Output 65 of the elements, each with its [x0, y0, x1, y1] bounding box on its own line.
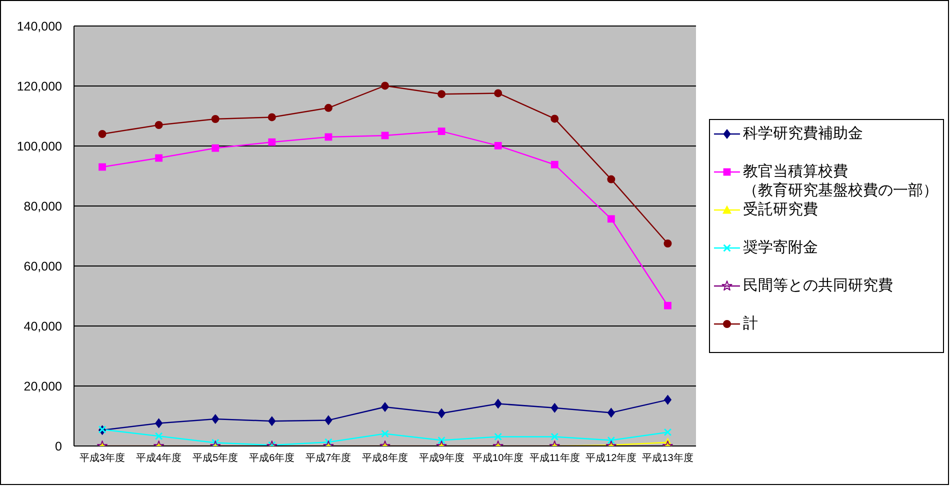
point: [664, 395, 672, 404]
x-tick-label: 平成7年度: [306, 452, 352, 464]
point: [155, 154, 163, 162]
y-tick-label: 140,000: [16, 19, 62, 34]
point: [212, 414, 220, 424]
x-tick-label: 平成3年度: [79, 452, 126, 464]
y-tick-label: 20,000: [24, 379, 62, 394]
point: [212, 144, 220, 152]
point: [607, 408, 615, 418]
y-tick-label: 60,000: [24, 259, 62, 274]
point: [664, 302, 672, 310]
y-tick-label: 0: [55, 439, 62, 454]
point: [98, 163, 106, 171]
point: [381, 132, 389, 140]
x-tick-label: 平成11年度: [529, 452, 580, 464]
point: [438, 408, 446, 418]
point: [268, 113, 276, 122]
point: [324, 438, 332, 446]
point: [381, 430, 389, 438]
point: [324, 416, 332, 425]
point: [98, 130, 106, 138]
point: [381, 402, 389, 412]
point: [550, 160, 558, 168]
point: [607, 175, 616, 184]
point: [211, 115, 220, 123]
x-tick-label: 平成5年度: [192, 452, 238, 464]
point: [268, 138, 276, 146]
x-tick-label: 平成13年度: [642, 452, 694, 464]
x-tick-label: 平成6年度: [249, 452, 295, 464]
point: [494, 142, 502, 150]
legend-label: 教官当積算校費（教育研究基盤校費の一部）: [743, 162, 939, 200]
legend-label: 科学研究費補助金: [743, 124, 863, 143]
point: [607, 436, 616, 444]
point: [664, 428, 672, 436]
x-tick-label: 平成8年度: [362, 452, 408, 464]
point: [438, 128, 446, 135]
point: [154, 121, 163, 129]
x-tick-label: 平成10年度: [472, 452, 524, 464]
point: [154, 432, 163, 440]
x-tick-label: 平成12年度: [586, 452, 637, 464]
legend-label: 計: [743, 314, 758, 333]
y-tick-label: 80,000: [24, 199, 62, 214]
legend-label: 奨学寄附金: [743, 238, 818, 257]
point: [438, 436, 446, 444]
point: [494, 399, 502, 408]
point: [155, 418, 163, 428]
point: [268, 416, 276, 426]
y-tick-label: 100,000: [16, 139, 62, 154]
legend-label: 受託研究費: [743, 200, 818, 219]
y-tick-label: 40,000: [24, 319, 62, 334]
point: [494, 432, 502, 441]
x-tick-label: 平成9年度: [418, 452, 464, 464]
y-tick-label: 120,000: [16, 79, 62, 94]
point: [438, 90, 446, 98]
point: [324, 104, 332, 112]
point: [550, 432, 559, 441]
point: [550, 403, 558, 413]
point: [664, 240, 672, 248]
point: [494, 89, 502, 98]
point: [607, 215, 615, 223]
legend-label: 民間等との共同研究費: [743, 276, 893, 295]
point: [324, 133, 332, 141]
point: [550, 114, 559, 123]
x-tick-label: 平成4年度: [136, 452, 182, 464]
point: [381, 82, 389, 90]
